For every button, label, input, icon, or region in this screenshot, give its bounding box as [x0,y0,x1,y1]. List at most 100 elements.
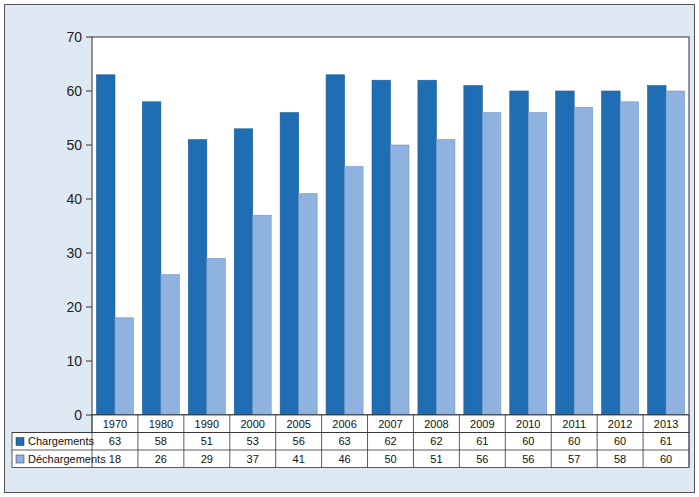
table-value: 56 [522,453,534,465]
table-row-line [12,450,689,451]
table-col-line [551,415,552,468]
table-value: 61 [660,435,672,447]
x-tick-label: 2008 [424,418,448,430]
chart-svg: 0 10 20 30 40 50 60 70 1970 1980 1990 2000 2005 2006 2… [0,0,699,497]
table-col-line [643,415,644,468]
bar [161,275,180,415]
y-tick-label: 40 [66,191,82,207]
bar [142,102,161,415]
bar [602,91,621,415]
table-value: 50 [384,453,396,465]
table-value: 37 [247,453,259,465]
table-value: 60 [660,453,672,465]
bar [280,113,299,415]
table-value: 51 [430,453,442,465]
bar [528,113,547,415]
bar [482,113,501,415]
y-tick-label: 20 [66,299,82,315]
table-value: 63 [109,435,121,447]
plot-area [92,37,689,415]
bar [574,107,593,415]
x-tick-label: 1980 [149,418,173,430]
table-col-line [413,415,414,468]
table-value: 60 [522,435,534,447]
table-value: 29 [201,453,213,465]
table-col-line [183,415,184,468]
legend-swatch [16,438,24,446]
y-tick-label: 30 [66,245,82,261]
table-body [12,433,689,468]
x-tick-label: 2000 [240,418,264,430]
table-value: 56 [476,453,488,465]
bar [418,80,437,415]
y-tick [86,37,92,38]
y-tick [86,199,92,200]
table-value: 58 [614,453,626,465]
bar [391,145,410,415]
y-tick [86,91,92,92]
bar [253,215,272,415]
table-col-line [367,415,368,468]
x-tick-label: 1990 [195,418,219,430]
x-tick-label: 2013 [654,418,678,430]
table-col-line [459,415,460,468]
bar [620,102,639,415]
bar [648,86,667,415]
table-value: 57 [568,453,580,465]
y-tick [86,415,92,416]
bar [464,86,483,415]
table-header [92,415,689,433]
bar [345,167,364,415]
bar [234,129,253,415]
x-tick-label: 2012 [608,418,632,430]
chart-container: 0 10 20 30 40 50 60 70 1970 1980 1990 2000 2005 2006 2… [0,0,699,497]
bar [115,318,134,415]
y-tick-label: 60 [66,83,82,99]
legend-swatch [16,455,24,463]
y-tick [86,307,92,308]
bar [299,194,318,415]
table-value: 62 [430,435,442,447]
y-tick-label: 0 [74,407,82,423]
x-tick-label: 2007 [378,418,402,430]
table-value: 56 [293,435,305,447]
table-row-line [12,432,689,433]
table-col-line [321,415,322,468]
table-value: 62 [384,435,396,447]
table-col-line [275,415,276,468]
x-tick-label: 1970 [103,418,127,430]
bar [207,258,226,415]
table-value: 60 [614,435,626,447]
bar [188,140,207,415]
table-value: 58 [155,435,167,447]
bar [326,75,345,415]
table-value: 53 [247,435,259,447]
y-tick [86,253,92,254]
bar [556,91,575,415]
table-col-line [137,415,138,468]
background [5,5,695,493]
x-tick-label: 2005 [286,418,310,430]
table-value: 26 [155,453,167,465]
x-tick-label: 2011 [562,418,586,430]
y-tick-label: 70 [66,29,82,45]
table-value: 41 [293,453,305,465]
table-value: 60 [568,435,580,447]
table-value: 61 [476,435,488,447]
table-col-line [689,415,690,468]
x-tick-label: 2010 [516,418,540,430]
y-tick-label: 50 [66,137,82,153]
x-tick-label: 2006 [332,418,356,430]
x-tick-label: 2009 [470,418,494,430]
y-tick [86,145,92,146]
legend-label: Déchargements [28,453,106,465]
legend-label: Chargements [28,435,95,447]
table-col-line [505,415,506,468]
bar [510,91,529,415]
table-value: 63 [338,435,350,447]
bar [436,140,455,415]
table-value: 18 [109,453,121,465]
table-value: 51 [201,435,213,447]
y-tick-label: 10 [66,353,82,369]
y-tick [86,361,92,362]
